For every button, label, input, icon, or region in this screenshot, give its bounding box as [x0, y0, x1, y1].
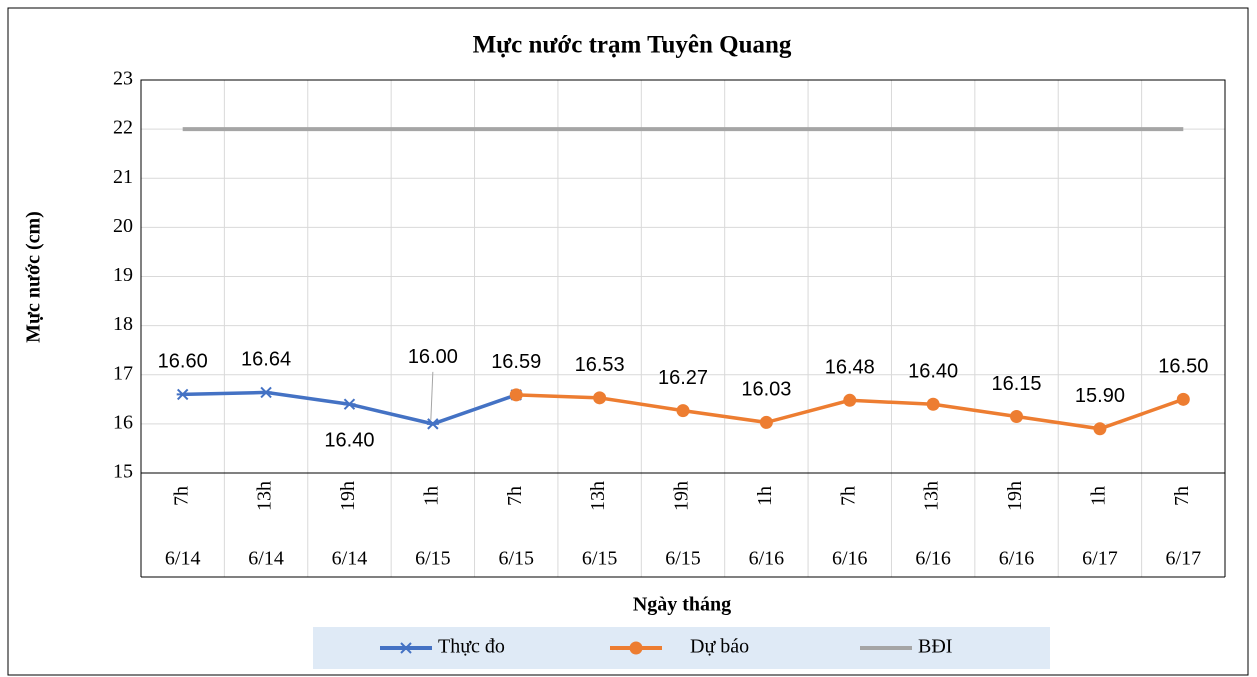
data-label: 16.53: [575, 354, 625, 376]
x-group-label: 6/15: [415, 548, 451, 570]
x-group-label: 6/15: [582, 548, 618, 570]
data-label: 16.40: [324, 430, 374, 452]
x-tick-label: 13h: [587, 481, 609, 511]
x-tick-label: 1h: [1088, 486, 1110, 506]
x-tick-label: 19h: [671, 481, 693, 511]
x-group-label: 6/15: [498, 548, 534, 570]
point: [509, 388, 523, 402]
y-tick-label: 19: [113, 264, 133, 286]
x-group-label: 6/17: [1166, 548, 1202, 570]
legend-label: Thực đo: [438, 636, 505, 658]
point: [759, 415, 773, 429]
chart-title: Mực nước trạm Tuyên Quang: [473, 32, 792, 59]
x-tick-label: 13h: [254, 481, 276, 511]
point: [843, 393, 857, 407]
chart-border: [7, 7, 1249, 676]
x-tick-label: 7h: [837, 486, 859, 506]
x-tick-label: 13h: [921, 481, 943, 511]
x-group-label: 6/16: [832, 548, 868, 570]
point: [926, 397, 940, 411]
point: [629, 641, 643, 655]
legend-box: [313, 627, 1050, 669]
y-axis-title: Mực nước (cm): [23, 211, 45, 343]
x-group-label: 6/14: [165, 548, 201, 570]
x-tick-label: 19h: [1004, 481, 1026, 511]
plot-border: [140, 79, 1226, 474]
y-tick-label: 20: [113, 215, 133, 237]
point: [1010, 410, 1024, 424]
data-label: 16.64: [241, 349, 291, 371]
data-label: 16.60: [158, 351, 208, 373]
x-tick-label: 7h: [504, 486, 526, 506]
data-label: 16.59: [491, 351, 541, 373]
data-label: 16.40: [908, 361, 958, 383]
x-group-label: 6/16: [999, 548, 1035, 570]
x-tick-label: 1h: [420, 486, 442, 506]
x-tick-label: 7h: [1171, 486, 1193, 506]
y-tick-label: 16: [113, 411, 133, 433]
point: [676, 404, 690, 418]
x-group-label: 6/16: [749, 548, 785, 570]
data-label: 15.90: [1075, 385, 1125, 407]
point: [593, 391, 607, 405]
point: [260, 386, 273, 399]
data-label: 16.15: [992, 373, 1042, 395]
data-label: 16.03: [741, 379, 791, 401]
x-axis-title: Ngày tháng: [633, 594, 731, 616]
leader-line: [430, 371, 434, 420]
point: [1093, 422, 1107, 436]
point: [176, 388, 189, 401]
point: [426, 418, 439, 430]
data-label: 16.48: [825, 357, 875, 379]
x-tick-label: 7h: [170, 486, 192, 506]
y-tick-label: 17: [113, 362, 133, 384]
point: [343, 398, 356, 410]
data-label: 16.00: [408, 346, 458, 368]
x-group-label: 6/17: [1082, 548, 1118, 570]
legend-label: BĐI: [918, 636, 952, 658]
y-tick-label: 23: [113, 68, 133, 90]
data-label: 16.50: [1158, 356, 1208, 378]
y-tick-label: 22: [113, 117, 133, 139]
y-tick-label: 15: [113, 461, 133, 483]
x-group-label: 6/14: [248, 548, 284, 570]
x-group-label: 6/16: [915, 548, 951, 570]
x-group-label: 6/14: [332, 548, 368, 570]
x-group-label: 6/15: [665, 548, 701, 570]
y-tick-label: 18: [113, 313, 133, 335]
x-tick-label: 19h: [337, 481, 359, 511]
x-tick-label: 1h: [754, 486, 776, 506]
legend-label: Dự báo: [690, 636, 749, 658]
point: [400, 642, 412, 654]
y-tick-label: 21: [113, 166, 133, 188]
point: [1176, 392, 1190, 406]
data-label: 16.27: [658, 367, 708, 389]
